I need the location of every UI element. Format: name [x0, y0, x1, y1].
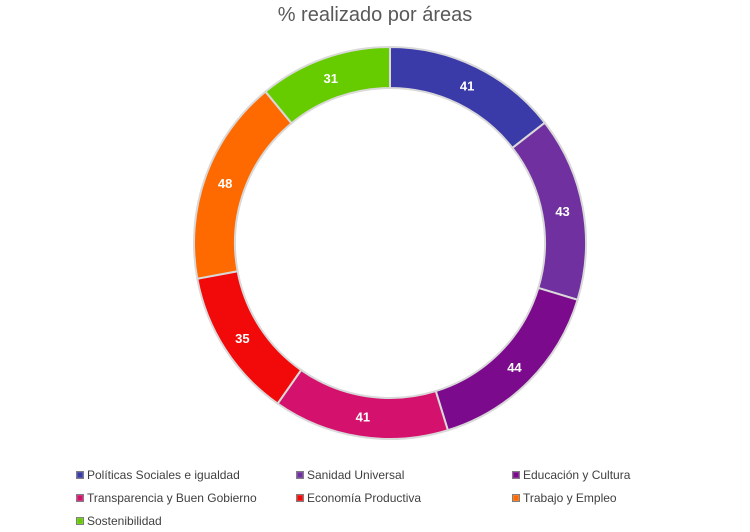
legend-swatch — [512, 494, 520, 502]
legend-swatch — [76, 494, 84, 502]
slice-value-label-2: 44 — [507, 360, 522, 375]
donut-slice-3 — [276, 368, 450, 440]
slice-value-label-0: 41 — [460, 78, 474, 93]
legend-swatch — [512, 471, 520, 479]
legend-swatch — [76, 517, 84, 525]
legend-swatch — [296, 471, 304, 479]
slice-value-label-3: 41 — [356, 409, 370, 424]
slice-value-label-1: 43 — [555, 204, 569, 219]
legend-item-1: Sanidad Universal — [296, 468, 404, 482]
chart-title: % realizado por áreas — [277, 4, 473, 26]
legend-item-0: Políticas Sociales e igualdad — [76, 468, 240, 482]
donut-slice-1 — [510, 121, 587, 302]
donut-slice-6 — [264, 45, 391, 125]
legend-item-4: Economía Productiva — [296, 491, 421, 505]
legend-item-2: Educación y Cultura — [512, 468, 630, 482]
donut-slice-5 — [193, 90, 293, 280]
legend-label: Sanidad Universal — [307, 468, 405, 482]
legend-item-6: Sostenibilidad — [76, 514, 162, 528]
slice-value-label-5: 48 — [218, 176, 232, 191]
legend-item-5: Trabajo y Empleo — [512, 491, 617, 505]
legend-label: Sostenibilidad — [87, 514, 162, 528]
slice-value-label-6: 31 — [324, 71, 338, 86]
legend-swatch — [76, 471, 84, 479]
legend-label: Políticas Sociales e igualdad — [87, 468, 240, 482]
legend-label: Trabajo y Empleo — [523, 491, 617, 505]
legend-label: Transparencia y Buen Gobierno — [87, 491, 257, 505]
legend-label: Economía Productiva — [307, 491, 422, 505]
legend-label: Educación y Cultura — [523, 468, 631, 482]
legend-swatch — [296, 494, 304, 502]
legend-item-3: Transparencia y Buen Gobierno — [76, 491, 257, 505]
donut-slice-0 — [389, 45, 547, 150]
slice-value-label-4: 35 — [235, 331, 249, 346]
